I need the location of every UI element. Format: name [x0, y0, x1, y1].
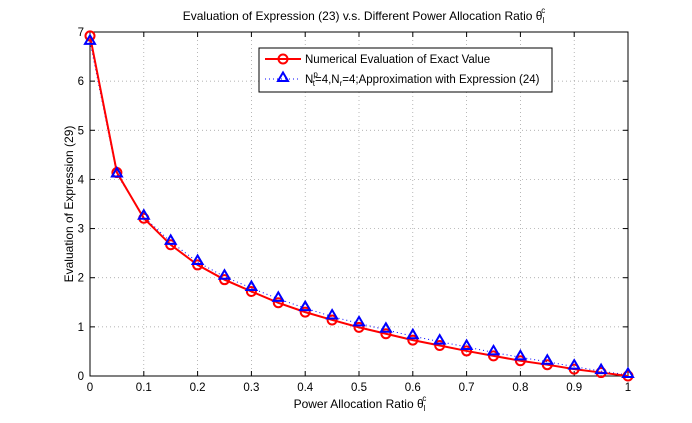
legend-marker-approx: [276, 70, 290, 82]
x-tick-label: 0.8: [512, 382, 528, 394]
exact-point: [461, 345, 473, 357]
x-tick-label: 0.2: [190, 382, 206, 394]
approx-point: [163, 233, 178, 245]
approx-point: [406, 327, 420, 340]
approx-point: [110, 166, 124, 178]
exact-point: [380, 328, 392, 340]
y-tick-label: 3: [78, 224, 84, 236]
approx-point: [271, 290, 286, 302]
y-tick-label: 7: [78, 27, 84, 39]
approx-point: [83, 33, 97, 45]
approx-point: [486, 343, 501, 356]
series-layer: [83, 30, 635, 382]
exact-point: [514, 355, 526, 367]
y-tick-label: 5: [78, 125, 84, 137]
approx-point: [325, 308, 339, 320]
exact-point: [353, 321, 365, 333]
approx-point: [540, 353, 555, 365]
exact-point: [272, 297, 284, 309]
exact-point: [299, 306, 311, 318]
exact-point: [326, 314, 338, 326]
x-tick-label: 0: [87, 382, 93, 394]
tick-group: 0 0.1 0.2 0.3 0.4 0.5 0.6 0.7 0.8 0.9 1 0 1 2 3 4 5 6 7: [78, 27, 632, 394]
x-tick-label: 0.6: [405, 382, 421, 394]
series-approx-line: [89, 41, 629, 376]
y-axis-label: Evaluation of Expression (29): [62, 126, 76, 283]
approx-point: [594, 362, 608, 375]
legend-label-approx: Np t=4,Nr=4;Approximation with Expression…: [305, 70, 540, 88]
approx-point: [137, 208, 151, 220]
approx-point: [459, 338, 474, 351]
approx-point: [379, 321, 393, 333]
x-tick-label: 0.5: [351, 382, 367, 394]
approx-point: [621, 366, 635, 379]
x-tick-label: 0.4: [297, 382, 314, 394]
approx-point: [352, 314, 366, 327]
x-tick-label: 0.7: [459, 382, 475, 394]
x-tick-label: 0.1: [136, 382, 152, 394]
approx-point: [298, 299, 312, 312]
approx-point: [567, 358, 581, 370]
legend: Numerical Evaluation of Exact Value Np t=…: [258, 47, 553, 93]
y-tick-label: 1: [78, 322, 84, 334]
x-tick-label: 1: [625, 382, 631, 394]
legend-label-exact: Numerical Evaluation of Exact Value: [305, 54, 490, 66]
approx-point: [217, 268, 232, 280]
approx-point: [190, 253, 205, 265]
x-axis-label: Power Allocation Ratio θlc: [294, 394, 427, 413]
x-tick-label: 0.3: [243, 382, 259, 394]
approx-point: [244, 279, 259, 292]
x-tick-label: 0.9: [566, 382, 582, 394]
y-tick-label: 0: [78, 371, 84, 383]
y-tick-label: 6: [78, 76, 84, 88]
legend-marker-exact: [277, 53, 289, 65]
approx-point: [432, 333, 447, 345]
exact-point: [434, 340, 446, 352]
y-tick-label: 2: [78, 273, 84, 285]
y-tick-label: 4: [78, 174, 85, 186]
exact-point: [407, 334, 419, 346]
chart-title: Evaluation of Expression (23) v.s. Diffe…: [183, 6, 546, 25]
series-exact-line: [89, 35, 629, 377]
legend-box: [258, 47, 553, 93]
exact-point: [84, 30, 96, 42]
exact-point: [488, 350, 499, 362]
exact-point: [245, 285, 257, 297]
approx-point: [513, 348, 528, 361]
